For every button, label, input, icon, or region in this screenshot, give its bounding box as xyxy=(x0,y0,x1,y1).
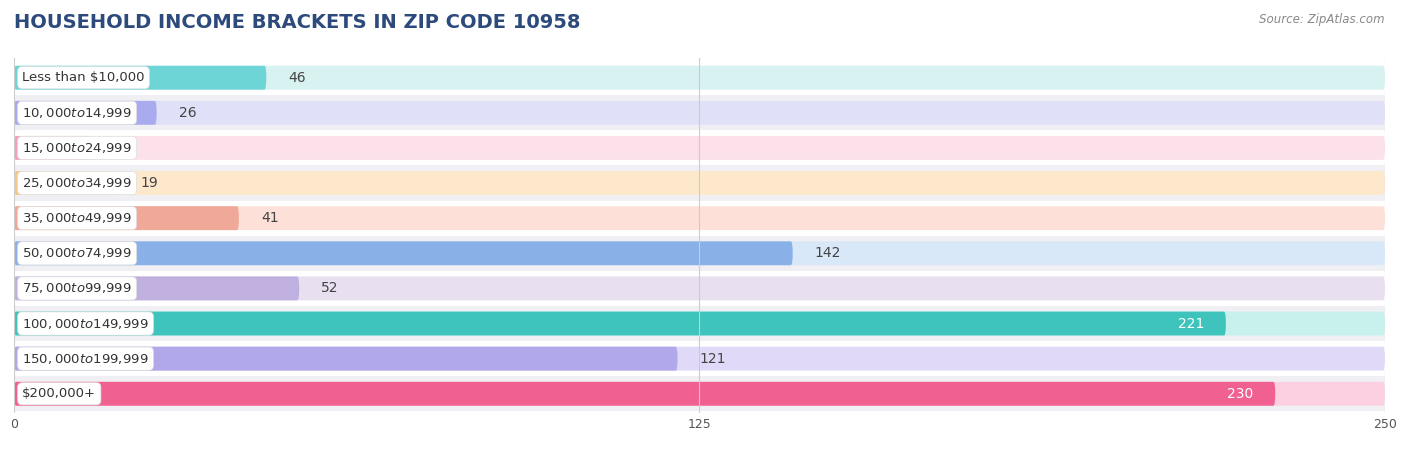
Text: Source: ZipAtlas.com: Source: ZipAtlas.com xyxy=(1260,13,1385,26)
Text: 41: 41 xyxy=(262,211,278,225)
FancyBboxPatch shape xyxy=(14,277,299,300)
FancyBboxPatch shape xyxy=(14,347,678,370)
Text: $25,000 to $34,999: $25,000 to $34,999 xyxy=(22,176,132,190)
FancyBboxPatch shape xyxy=(14,66,1385,90)
FancyBboxPatch shape xyxy=(14,376,1385,411)
FancyBboxPatch shape xyxy=(14,242,793,265)
Text: $200,000+: $200,000+ xyxy=(22,387,96,400)
Text: 14: 14 xyxy=(112,141,131,155)
FancyBboxPatch shape xyxy=(14,101,156,125)
FancyBboxPatch shape xyxy=(14,60,1385,95)
Text: $75,000 to $99,999: $75,000 to $99,999 xyxy=(22,282,132,295)
Text: $10,000 to $14,999: $10,000 to $14,999 xyxy=(22,106,132,120)
FancyBboxPatch shape xyxy=(14,312,1385,335)
FancyBboxPatch shape xyxy=(14,95,1385,130)
FancyBboxPatch shape xyxy=(14,347,1385,370)
FancyBboxPatch shape xyxy=(14,171,1385,195)
FancyBboxPatch shape xyxy=(14,101,1385,125)
FancyBboxPatch shape xyxy=(14,136,91,160)
FancyBboxPatch shape xyxy=(14,242,1385,265)
FancyBboxPatch shape xyxy=(14,166,1385,201)
Text: HOUSEHOLD INCOME BRACKETS IN ZIP CODE 10958: HOUSEHOLD INCOME BRACKETS IN ZIP CODE 10… xyxy=(14,13,581,32)
Text: $50,000 to $74,999: $50,000 to $74,999 xyxy=(22,247,132,260)
Text: 26: 26 xyxy=(179,106,197,120)
Text: 121: 121 xyxy=(700,352,725,365)
FancyBboxPatch shape xyxy=(14,271,1385,306)
Text: $35,000 to $49,999: $35,000 to $49,999 xyxy=(22,211,132,225)
FancyBboxPatch shape xyxy=(14,130,1385,166)
Text: 19: 19 xyxy=(141,176,157,190)
Text: 221: 221 xyxy=(1178,317,1204,330)
FancyBboxPatch shape xyxy=(14,341,1385,376)
FancyBboxPatch shape xyxy=(14,382,1385,406)
FancyBboxPatch shape xyxy=(14,206,239,230)
Text: 52: 52 xyxy=(321,282,339,295)
FancyBboxPatch shape xyxy=(14,171,118,195)
FancyBboxPatch shape xyxy=(14,206,1385,230)
FancyBboxPatch shape xyxy=(14,66,266,90)
FancyBboxPatch shape xyxy=(14,277,1385,300)
FancyBboxPatch shape xyxy=(14,382,1275,406)
FancyBboxPatch shape xyxy=(14,306,1385,341)
Text: 46: 46 xyxy=(288,70,307,85)
FancyBboxPatch shape xyxy=(14,136,1385,160)
Text: $15,000 to $24,999: $15,000 to $24,999 xyxy=(22,141,132,155)
Text: $150,000 to $199,999: $150,000 to $199,999 xyxy=(22,352,149,365)
FancyBboxPatch shape xyxy=(14,201,1385,236)
Text: $100,000 to $149,999: $100,000 to $149,999 xyxy=(22,317,149,330)
Text: Less than $10,000: Less than $10,000 xyxy=(22,71,145,84)
Text: 142: 142 xyxy=(814,247,841,260)
FancyBboxPatch shape xyxy=(14,312,1226,335)
FancyBboxPatch shape xyxy=(14,236,1385,271)
Text: 230: 230 xyxy=(1227,387,1253,401)
